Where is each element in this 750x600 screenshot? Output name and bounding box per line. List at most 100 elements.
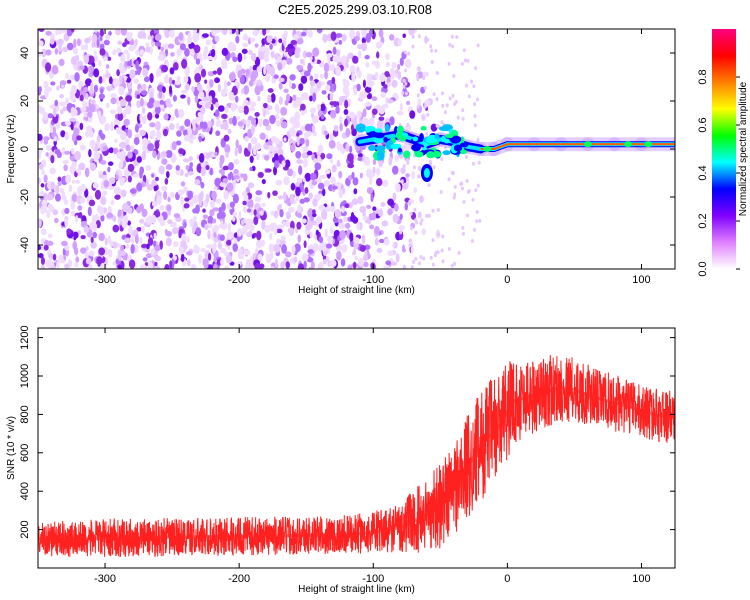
noise-blob <box>470 79 474 84</box>
noise-blob <box>273 225 278 236</box>
noise-blob <box>359 172 363 179</box>
noise-blob <box>192 194 199 204</box>
noise-blob <box>209 79 214 88</box>
noise-blob <box>443 110 447 115</box>
noise-blob <box>320 114 325 120</box>
noise-blob <box>158 165 165 175</box>
noise-blob <box>145 216 153 225</box>
noise-blob <box>52 126 56 135</box>
noise-blob <box>143 76 150 83</box>
noise-blob <box>417 34 421 39</box>
noise-blob <box>188 218 195 225</box>
x-tick-label: -100 <box>362 573 384 585</box>
noise-blob <box>54 148 61 155</box>
noise-blob <box>240 68 246 74</box>
noise-blob <box>195 58 201 65</box>
noise-blob <box>149 72 154 83</box>
noise-blob <box>269 66 276 77</box>
noise-blob <box>410 29 414 32</box>
noise-blob <box>120 141 127 149</box>
noise-blob <box>184 48 190 57</box>
y-tick-label: 200 <box>19 520 31 538</box>
noise-blob <box>263 154 270 161</box>
noise-blob <box>161 64 169 73</box>
noise-blob <box>250 137 258 145</box>
noise-blob <box>392 192 397 202</box>
noise-blob <box>117 40 123 45</box>
noise-blob <box>269 43 273 50</box>
noise-blob <box>441 259 445 264</box>
noise-blob <box>296 132 300 137</box>
noise-blob <box>127 129 133 139</box>
noise-blob <box>149 130 156 139</box>
noise-blob <box>198 136 203 141</box>
noise-blob <box>394 154 400 161</box>
noise-blob <box>47 203 53 210</box>
noise-blob <box>304 187 309 194</box>
noise-blob <box>319 152 326 160</box>
x-tick-label: 100 <box>632 573 650 585</box>
noise-blob <box>120 244 125 252</box>
noise-blob <box>51 133 56 138</box>
noise-blob <box>207 215 214 225</box>
noise-blob <box>179 125 185 132</box>
noise-blob <box>462 48 466 53</box>
noise-blob <box>217 105 225 112</box>
noise-blob <box>52 114 59 124</box>
noise-blob <box>284 159 291 168</box>
noise-blob <box>105 64 110 69</box>
noise-blob <box>136 156 142 163</box>
signal-blob <box>387 140 393 146</box>
noise-blob <box>400 167 406 175</box>
noise-blob <box>141 137 148 147</box>
noise-blob <box>348 145 353 154</box>
noise-blob <box>301 253 309 262</box>
noise-blob <box>453 192 457 197</box>
noise-blob <box>283 88 289 94</box>
noise-blob <box>257 95 261 102</box>
snr-mean-line <box>38 385 675 541</box>
noise-blob <box>295 97 302 107</box>
noise-blob <box>436 232 440 237</box>
noise-blob <box>219 223 223 229</box>
noise-blob <box>249 37 256 43</box>
noise-blob <box>287 206 295 213</box>
noise-blob <box>124 237 131 244</box>
noise-blob <box>344 222 351 229</box>
noise-blob <box>40 205 45 215</box>
noise-blob <box>364 86 372 94</box>
noise-blob <box>102 73 106 84</box>
secondary-feature-core <box>423 168 430 178</box>
noise-blob <box>164 177 169 185</box>
noise-blob <box>331 76 336 85</box>
noise-blob <box>472 84 476 89</box>
noise-blob <box>112 261 117 266</box>
x-tick-label: -100 <box>362 274 384 286</box>
noise-blob <box>403 50 407 55</box>
noise-blob <box>338 39 343 45</box>
noise-blob <box>470 239 474 244</box>
noise-blob <box>237 121 244 127</box>
noise-blob <box>289 194 295 205</box>
noise-blob <box>139 264 147 269</box>
noise-blob <box>150 248 156 255</box>
noise-blob <box>257 253 263 262</box>
noise-blob <box>395 183 401 193</box>
noise-blob <box>263 102 268 109</box>
noise-blob <box>269 114 276 125</box>
noise-blob <box>338 189 343 199</box>
y-axis-label: Frequency (Hz) <box>6 115 17 184</box>
noise-blob <box>234 147 238 157</box>
noise-blob <box>169 191 175 199</box>
noise-blob <box>416 93 420 98</box>
noise-blob <box>119 98 127 107</box>
signal-blob <box>412 136 419 142</box>
noise-blob <box>283 37 287 47</box>
noise-blob <box>116 69 121 77</box>
noise-blob <box>59 80 67 86</box>
noise-blob <box>265 253 269 260</box>
noise-blob <box>250 124 255 135</box>
noise-blob <box>432 92 436 97</box>
noise-blob <box>208 95 213 104</box>
